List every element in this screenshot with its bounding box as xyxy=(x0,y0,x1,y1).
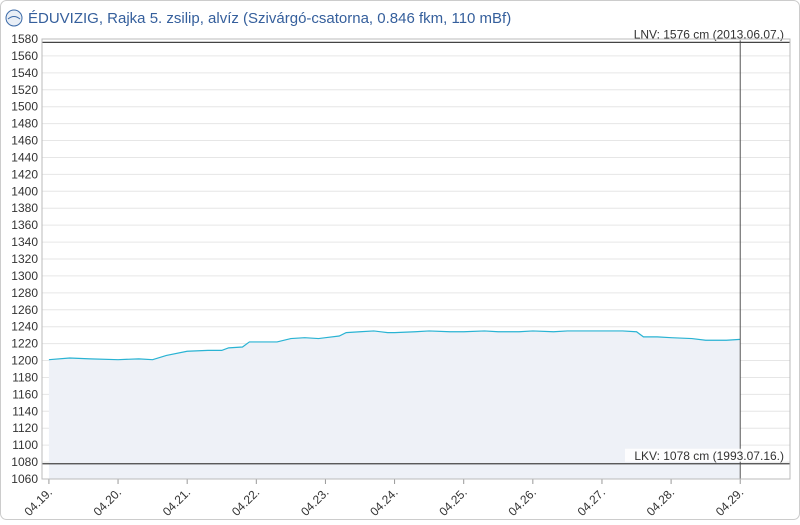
y-tick-label: 1580 xyxy=(11,32,38,46)
y-tick-label: 1200 xyxy=(11,354,38,368)
y-tick-label: 1060 xyxy=(11,472,38,486)
y-tick-label: 1480 xyxy=(11,117,38,131)
y-tick-label: 1080 xyxy=(11,455,38,469)
y-tick-label: 1340 xyxy=(11,235,38,249)
y-tick-label: 1100 xyxy=(12,438,38,452)
y-tick-label: 1260 xyxy=(11,303,38,317)
area-fill xyxy=(48,330,741,479)
y-tick-label: 1220 xyxy=(11,337,38,351)
y-tick-label: 1400 xyxy=(11,184,38,198)
y-tick-label: 1420 xyxy=(11,167,38,181)
chart-title: ÉDUVIZIG, Rajka 5. zsilip, alvíz (Szivár… xyxy=(28,10,511,27)
y-tick-label: 1540 xyxy=(11,66,38,80)
y-tick-label: 1120 xyxy=(12,421,38,435)
y-tick-label: 1280 xyxy=(11,286,38,300)
y-tick-label: 1500 xyxy=(11,100,38,114)
y-tick-label: 1560 xyxy=(11,49,38,63)
logo-wave xyxy=(7,16,21,20)
y-tick-label: 1440 xyxy=(11,150,38,164)
reference-label-bg xyxy=(625,27,787,41)
reference-label-bg xyxy=(625,448,787,462)
y-tick-label: 1380 xyxy=(11,201,38,215)
y-tick-label: 1320 xyxy=(11,252,38,266)
y-tick-label: 1300 xyxy=(11,269,38,283)
reference-label: LNV: 1576 cm (2013.06.07.) xyxy=(634,27,784,41)
y-tick-label: 1140 xyxy=(12,404,38,418)
water-level-line xyxy=(48,330,741,361)
y-tick-label: 1460 xyxy=(11,134,38,148)
y-tick-label: 1240 xyxy=(11,320,38,334)
reference-label: LKV: 1078 cm (1993.07.16.) xyxy=(634,449,784,463)
y-tick-label: 1520 xyxy=(11,83,38,97)
plot-border xyxy=(41,38,791,480)
y-tick-label: 1160 xyxy=(12,387,38,401)
y-tick-label: 1360 xyxy=(11,218,38,232)
y-tick-label: 1180 xyxy=(12,370,38,384)
logo xyxy=(5,9,23,27)
